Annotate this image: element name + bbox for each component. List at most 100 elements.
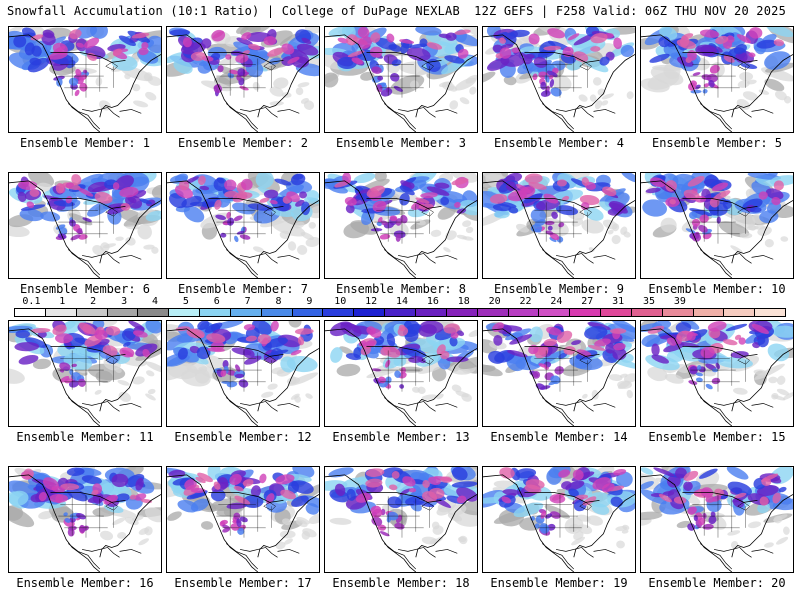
snowfall-field xyxy=(325,321,477,426)
colorbar-swatch xyxy=(107,309,139,316)
snowfall-field xyxy=(483,321,635,426)
ensemble-member-label: Ensemble Member: 14 xyxy=(490,430,628,444)
snowfall-field xyxy=(9,27,161,132)
snowfall-field xyxy=(325,27,477,132)
colorbar-tick-label: 5 xyxy=(182,296,189,307)
ensemble-member-map xyxy=(640,466,794,573)
colorbar-swatch xyxy=(415,309,447,316)
colorbar-tick-label: 16 xyxy=(426,296,439,307)
ensemble-member-map xyxy=(324,26,478,133)
colorbar-tick-label: 1 xyxy=(59,296,66,307)
ensemble-member-map xyxy=(8,466,162,573)
ensemble-member-map xyxy=(166,320,320,427)
colorbar-swatch xyxy=(662,309,694,316)
colorbar-tick-label: 8 xyxy=(275,296,282,307)
snowfall-field xyxy=(167,173,319,278)
colorbar-tick-label: 39 xyxy=(673,296,686,307)
colorbar-tick-label: 35 xyxy=(643,296,656,307)
colorbar-swatch xyxy=(508,309,540,316)
colorbar-swatch xyxy=(631,309,663,316)
snowfall-field xyxy=(325,173,477,278)
ensemble-member-label: Ensemble Member: 9 xyxy=(493,282,625,296)
ensemble-member-map xyxy=(324,172,478,279)
snowfall-field xyxy=(483,173,635,278)
ensemble-member-map xyxy=(482,26,636,133)
colorbar-swatch xyxy=(446,309,478,316)
colorbar-tick-label: 27 xyxy=(581,296,594,307)
ensemble-member-map xyxy=(324,320,478,427)
ensemble-member-map xyxy=(482,172,636,279)
colorbar-swatch xyxy=(477,309,509,316)
ensemble-member-label: Ensemble Member: 5 xyxy=(651,136,783,150)
snowfall-field xyxy=(641,321,793,426)
map-title: Snowfall Accumulation (10:1 Ratio) | Col… xyxy=(7,4,460,18)
ensemble-member-map xyxy=(640,320,794,427)
model-run-info: 12Z GEFS | F258 Valid: 06Z THU NOV 20 20… xyxy=(474,4,786,18)
colorbar-tick-label: 24 xyxy=(550,296,563,307)
colorbar-swatch xyxy=(724,309,756,316)
colorbar-swatch xyxy=(755,309,786,316)
colorbar-tick-label: 20 xyxy=(488,296,501,307)
ensemble-member-label: Ensemble Member: 11 xyxy=(16,430,154,444)
ensemble-member-label: Ensemble Member: 8 xyxy=(335,282,467,296)
ensemble-member-label: Ensemble Member: 16 xyxy=(16,576,154,590)
snowfall-field xyxy=(325,467,477,572)
ensemble-member-label: Ensemble Member: 12 xyxy=(174,430,312,444)
colorbar-swatch xyxy=(570,309,602,316)
ensemble-member-map xyxy=(8,26,162,133)
colorbar-tick-label: 2 xyxy=(90,296,97,307)
ensemble-member-map xyxy=(640,26,794,133)
snowfall-field xyxy=(167,27,319,132)
ensemble-member-label: Ensemble Member: 2 xyxy=(177,136,309,150)
colorbar-swatch xyxy=(323,309,355,316)
colorbar-tick-label: 0.1 xyxy=(22,296,41,307)
colorbar-tick-label: 4 xyxy=(151,296,158,307)
colorbar-tick-label: 10 xyxy=(334,296,347,307)
ensemble-member-label: Ensemble Member: 3 xyxy=(335,136,467,150)
colorbar-swatch xyxy=(15,309,46,316)
colorbar-swatch xyxy=(169,309,201,316)
colorbar-tick-label: 7 xyxy=(244,296,251,307)
snowfall-field xyxy=(641,173,793,278)
ensemble-member-label: Ensemble Member: 19 xyxy=(490,576,628,590)
ensemble-member-label: Ensemble Member: 1 xyxy=(19,136,151,150)
snowfall-field xyxy=(641,27,793,132)
ensemble-member-label: Ensemble Member: 17 xyxy=(174,576,312,590)
colorbar-swatch xyxy=(45,309,77,316)
colorbar-swatch xyxy=(76,309,108,316)
colorbar-tick-label: 6 xyxy=(213,296,220,307)
colorbar-tick-label: 9 xyxy=(306,296,313,307)
colorbar-swatch xyxy=(601,309,632,316)
snowfall-field xyxy=(167,467,319,572)
colorbar-tick-label: 3 xyxy=(121,296,128,307)
ensemble-member-map xyxy=(166,466,320,573)
snowfall-field xyxy=(9,467,161,572)
ensemble-member-map xyxy=(482,466,636,573)
ensemble-member-label: Ensemble Member: 10 xyxy=(648,282,786,296)
snowfall-field xyxy=(167,321,319,426)
colorbar-swatch xyxy=(693,309,725,316)
ensemble-member-label: Ensemble Member: 7 xyxy=(177,282,309,296)
colorbar-tick-label: 31 xyxy=(612,296,625,307)
ensemble-member-map xyxy=(8,320,162,427)
snowfall-field xyxy=(483,27,635,132)
ensemble-member-map xyxy=(8,172,162,279)
ensemble-member-label: Ensemble Member: 6 xyxy=(19,282,151,296)
ensemble-member-label: Ensemble Member: 4 xyxy=(493,136,625,150)
ensemble-member-label: Ensemble Member: 15 xyxy=(648,430,786,444)
colorbar-swatch xyxy=(539,309,571,316)
colorbar-swatch xyxy=(292,309,324,316)
snowfall-field xyxy=(483,467,635,572)
snowfall-field xyxy=(9,321,161,426)
ensemble-member-map xyxy=(640,172,794,279)
colorbar-swatch xyxy=(385,309,416,316)
colorbar-swatch xyxy=(200,309,231,316)
snowfall-field xyxy=(9,173,161,278)
ensemble-member-map xyxy=(324,466,478,573)
colorbar-tick-label: 12 xyxy=(365,296,378,307)
ensemble-member-map xyxy=(166,172,320,279)
ensemble-member-label: Ensemble Member: 13 xyxy=(332,430,470,444)
colorbar-swatch xyxy=(354,309,386,316)
snowfall-field xyxy=(641,467,793,572)
ensemble-member-map xyxy=(166,26,320,133)
